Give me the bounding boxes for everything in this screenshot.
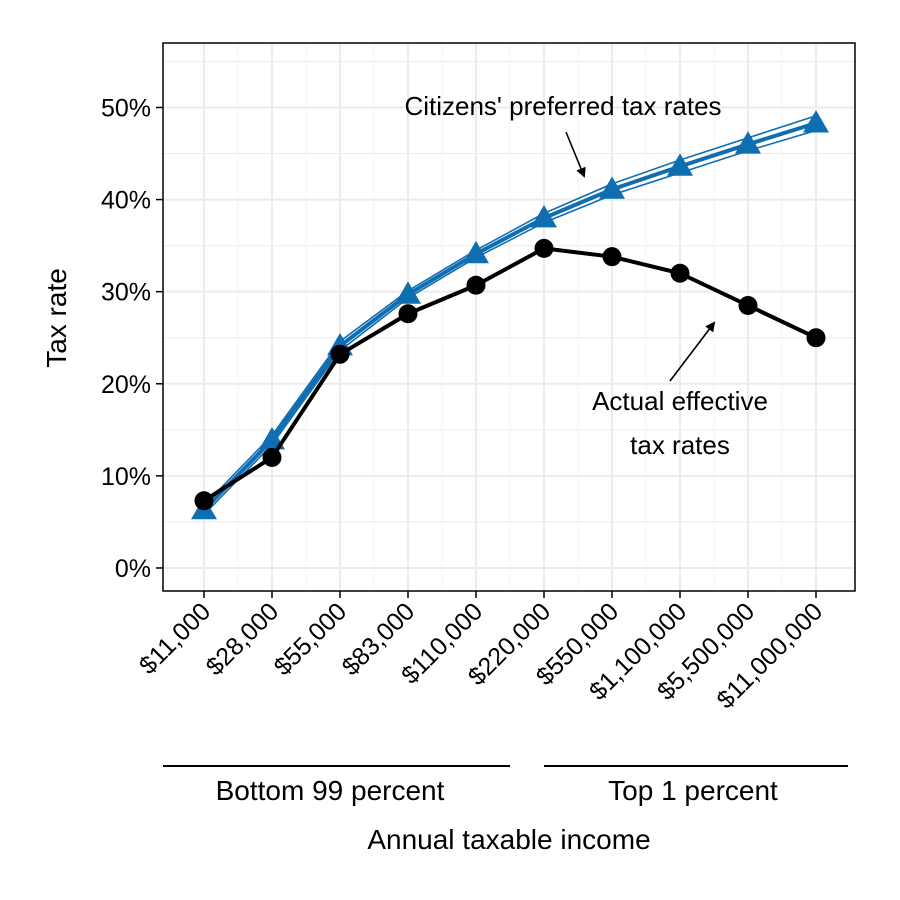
x-axis: $11,000$28,000$55,000$83,000$110,000$220… bbox=[134, 591, 828, 714]
actual-point bbox=[330, 344, 350, 364]
preferred-point bbox=[667, 153, 693, 176]
preferred-point bbox=[395, 281, 421, 304]
plot-panel-border bbox=[162, 42, 856, 592]
actual-point bbox=[602, 247, 622, 267]
actual-point bbox=[194, 491, 214, 511]
actual-annotation-line2: tax rates bbox=[630, 430, 730, 460]
y-tick-label: 0% bbox=[115, 555, 151, 583]
actual-annotation-arrow bbox=[669, 321, 716, 382]
preferred-point bbox=[803, 110, 829, 133]
bottom-group-label: Bottom 99 percent bbox=[216, 775, 445, 806]
y-tick-label: 20% bbox=[101, 371, 151, 399]
actual-point bbox=[398, 304, 418, 324]
actual-annotation-line1: Actual effective bbox=[592, 386, 768, 416]
x-axis-title: Annual taxable income bbox=[367, 824, 650, 855]
x-tick-label: $11,000 bbox=[134, 597, 216, 679]
preferred-point bbox=[599, 176, 625, 199]
preferred-point bbox=[463, 240, 489, 264]
preferred-point bbox=[259, 426, 285, 450]
grid-lines bbox=[163, 43, 855, 591]
preferred-annotation-arrow bbox=[565, 131, 586, 178]
y-tick-label: 30% bbox=[101, 279, 151, 307]
actual-point bbox=[738, 295, 758, 315]
x-tick-label: $55,000 bbox=[269, 597, 353, 681]
actual-point bbox=[670, 263, 690, 283]
preferred-point bbox=[735, 131, 761, 154]
preferred-upper-bound-line bbox=[203, 114, 817, 506]
actual-tax-rates-series bbox=[194, 238, 826, 511]
actual-line bbox=[202, 246, 817, 503]
preferred-point bbox=[531, 204, 557, 228]
y-tick-label: 40% bbox=[101, 187, 151, 215]
preferred-annotation: Citizens' preferred tax rates bbox=[404, 91, 721, 121]
actual-point bbox=[262, 447, 282, 467]
preferred-line bbox=[202, 121, 817, 512]
x-tick-label: $28,000 bbox=[201, 597, 285, 681]
actual-point bbox=[466, 275, 486, 295]
y-tick-label: 50% bbox=[101, 94, 151, 122]
actual-point bbox=[806, 328, 826, 348]
top-group-label: Top 1 percent bbox=[608, 775, 778, 806]
y-axis-title: Tax rate bbox=[41, 268, 72, 368]
y-axis: 0% 10% 20% 30% 40% 50% bbox=[101, 94, 163, 583]
preferred-tax-rates-series bbox=[191, 110, 829, 520]
preferred-lower-bound-line bbox=[203, 129, 817, 516]
y-tick-label: 10% bbox=[101, 463, 151, 491]
actual-point bbox=[534, 238, 554, 258]
